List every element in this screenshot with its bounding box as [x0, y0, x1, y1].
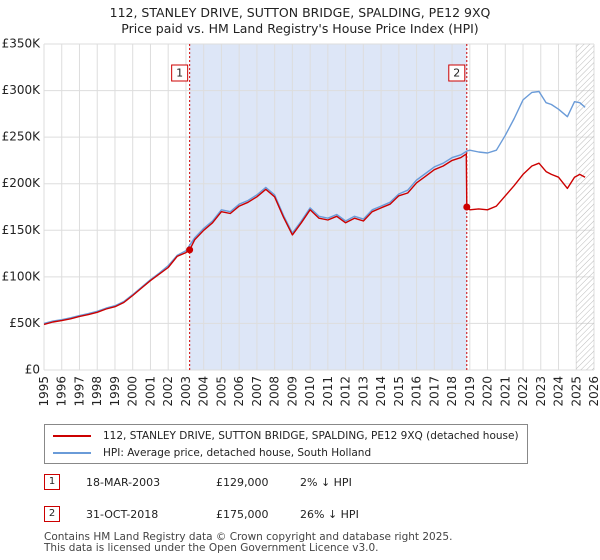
y-tick-label: £200K	[2, 176, 42, 190]
x-tick-label: 2011	[321, 376, 335, 407]
sale-marker-label: 2	[453, 67, 460, 80]
x-tick-label: 2019	[463, 376, 477, 407]
x-tick-label: 2007	[250, 376, 264, 407]
x-tick-label: 2010	[303, 376, 317, 407]
sale-marker-box	[448, 64, 466, 82]
chart-subtitle: Price paid vs. HM Land Registry's House …	[121, 21, 479, 36]
sale-hpi-diff: 26% ↓ HPI	[300, 508, 359, 521]
legend-label-property: 112, STANLEY DRIVE, SUTTON BRIDGE, SPALD…	[103, 430, 519, 442]
legend-label-hpi: HPI: Average price, detached house, Sout…	[103, 447, 372, 459]
sale-hpi-diff: 2% ↓ HPI	[300, 476, 352, 489]
x-tick-label: 2000	[126, 376, 140, 407]
footer-copyright: Contains HM Land Registry data © Crown c…	[44, 531, 453, 543]
legend-item-hpi: HPI: Average price, detached house, Sout…	[53, 445, 371, 461]
y-tick-label: £300K	[2, 83, 42, 97]
chart-legend: 112, STANLEY DRIVE, SUTTON BRIDGE, SPALD…	[44, 424, 528, 464]
x-tick-label: 2015	[392, 376, 406, 407]
x-tick-label: 2012	[339, 376, 353, 407]
x-tick-label: 1996	[55, 376, 69, 407]
legend-line-property	[53, 435, 91, 437]
sale-row: 1 18-MAR-2003 £129,000 2% ↓ HPI	[0, 474, 600, 494]
y-tick-label: £250K	[2, 130, 42, 144]
x-tick-label: 2017	[427, 376, 441, 407]
x-tick-label: 2009	[285, 376, 299, 407]
sale-badge: 2	[44, 506, 60, 522]
sale-date: 31-OCT-2018	[86, 508, 159, 521]
x-tick-label: 2021	[498, 376, 512, 407]
sale-date: 18-MAR-2003	[86, 476, 161, 489]
x-tick-label: 2022	[516, 376, 530, 407]
sale-price: £129,000	[216, 476, 269, 489]
x-tick-label: 2005	[214, 376, 228, 407]
y-tick-label: £0	[25, 363, 40, 377]
sale-marker-label: 1	[176, 67, 183, 80]
x-tick-label: 2026	[587, 376, 600, 407]
sale-point	[186, 246, 194, 254]
x-tick-label: 2013	[356, 376, 370, 407]
x-tick-label: 2020	[481, 376, 495, 407]
x-tick-label: 2004	[197, 376, 211, 407]
legend-line-hpi	[53, 452, 91, 454]
x-tick-label: 2018	[445, 376, 459, 407]
x-tick-label: 2008	[268, 376, 282, 407]
sale-marker-box	[171, 64, 189, 82]
x-tick-label: 2001	[143, 376, 157, 407]
x-tick-label: 2024	[552, 376, 566, 407]
y-tick-label: £150K	[2, 223, 42, 237]
y-tick-label: £50K	[9, 316, 41, 330]
x-tick-label: 2002	[161, 376, 175, 407]
x-tick-label: 2006	[232, 376, 246, 407]
sale-row: 2 31-OCT-2018 £175,000 26% ↓ HPI	[0, 506, 600, 526]
y-tick-label: £100K	[2, 269, 42, 283]
property-series-line	[43, 153, 586, 326]
sale-price: £175,000	[216, 508, 269, 521]
x-tick-label: 1998	[90, 376, 104, 407]
sale-point	[463, 203, 471, 211]
x-tick-label: 2014	[374, 376, 388, 407]
chart-title: 112, STANLEY DRIVE, SUTTON BRIDGE, SPALD…	[109, 5, 491, 20]
x-tick-label: 1997	[72, 376, 86, 407]
x-tick-label: 1995	[37, 376, 51, 407]
forecast-hatch-region	[576, 44, 594, 370]
x-tick-label: 2003	[179, 376, 193, 407]
x-tick-label: 2023	[534, 376, 548, 407]
x-tick-label: 2016	[410, 376, 424, 407]
x-tick-label: 1999	[108, 376, 122, 407]
y-tick-label: £350K	[2, 37, 42, 51]
legend-item-property: 112, STANLEY DRIVE, SUTTON BRIDGE, SPALD…	[53, 428, 519, 444]
sale-badge: 1	[44, 474, 60, 490]
footer-licence: This data is licensed under the Open Gov…	[44, 542, 379, 554]
x-tick-label: 2025	[569, 376, 583, 407]
